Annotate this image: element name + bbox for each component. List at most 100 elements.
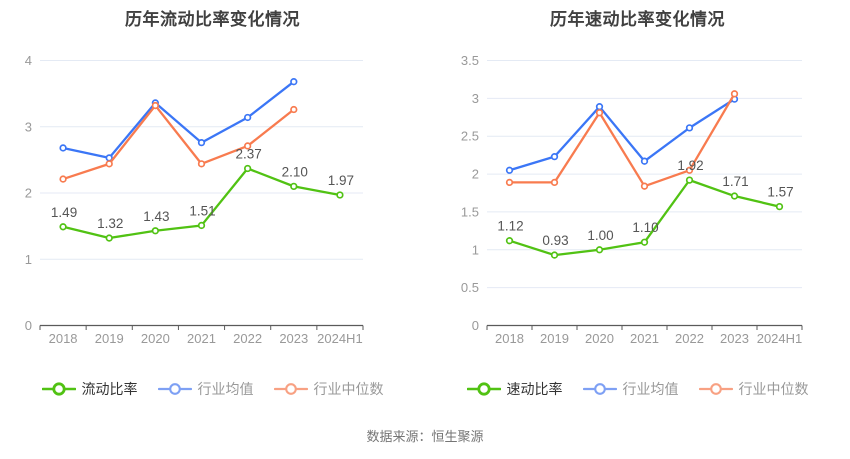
data-label: 1.71 — [722, 174, 748, 189]
legend-line-icon — [466, 382, 501, 396]
data-point — [550, 251, 559, 259]
data-point — [105, 160, 113, 168]
x-axis-label: 2024H1 — [757, 331, 803, 346]
data-point — [550, 153, 559, 161]
x-axis-label: 2023 — [279, 331, 308, 346]
quick-ratio-plot: 0 0.5 1 1.5 2 2.5 3 3.5 2018 2019 2020 2021 2022 2023… — [461, 53, 803, 346]
data-source-note: 数据来源：恒生聚源 — [366, 429, 484, 444]
data-point — [243, 164, 252, 173]
data-point — [595, 103, 604, 111]
data-point — [290, 105, 298, 114]
x-axis-label: 2019 — [540, 331, 569, 346]
data-point — [505, 178, 514, 187]
data-point — [640, 157, 649, 165]
data-point — [595, 246, 604, 254]
x-axis-label: 2024H1 — [317, 331, 363, 346]
x-axis-label: 2022 — [675, 331, 704, 346]
data-label: 1.10 — [632, 220, 658, 235]
y-axis-label: 0.5 — [461, 280, 479, 295]
data-point — [336, 191, 344, 199]
data-label: 1.32 — [97, 216, 123, 231]
data-label: 1.12 — [497, 219, 523, 234]
current-ratio-chart: 历年流动比率变化情况 0 1 2 3 4 2018 2019 2020 2021 2022 2023… — [0, 0, 425, 412]
y-axis-label: 0 — [25, 318, 32, 333]
y-axis-label: 1 — [472, 242, 479, 257]
x-axis-label: 2023 — [720, 331, 749, 346]
data-point — [59, 223, 67, 231]
series-line-1 — [508, 97, 736, 172]
data-point — [640, 238, 649, 246]
x-axis-label: 2018 — [49, 331, 78, 346]
data-point — [730, 192, 739, 200]
charts-row: 历年流动比率变化情况 0 1 2 3 4 2018 2019 2020 2021 2022 2023… — [0, 0, 850, 412]
data-point — [640, 182, 649, 190]
y-axis-label: 2 — [25, 186, 32, 201]
current-ratio-plot: 0 1 2 3 4 2018 2019 2020 2021 2022 2023 2024H1 1.49 1… — [25, 53, 364, 346]
data-point — [59, 144, 67, 152]
chart-title: 历年速动比率变化情况 — [550, 10, 725, 29]
quick-ratio-chart: 历年速动比率变化情况 0 0.5 1 1.5 2 2.5 3 3.5 2018 2019 2020 2… — [425, 0, 850, 412]
x-axis-label: 2021 — [630, 331, 659, 346]
y-axis-label: 2.5 — [461, 129, 479, 144]
data-point — [685, 124, 694, 132]
legend-label: 行业均值 — [197, 381, 254, 397]
legend-item-0[interactable]: 速动比率 — [466, 381, 563, 397]
data-label: 2.37 — [236, 146, 262, 161]
y-axis-label: 3 — [25, 119, 32, 134]
data-label: 2.10 — [282, 164, 308, 179]
legend-label: 流动比率 — [81, 381, 138, 397]
data-label: 1.97 — [328, 173, 354, 188]
legend-label: 行业均值 — [622, 381, 679, 397]
data-point — [197, 138, 206, 147]
series-line-1 — [61, 80, 295, 160]
data-point — [197, 221, 206, 230]
series-line-2 — [508, 92, 736, 188]
y-axis-label: 0 — [472, 318, 479, 333]
x-axis-label: 2021 — [187, 331, 216, 346]
data-point — [197, 160, 206, 168]
data-label: 0.93 — [542, 233, 568, 248]
x-axis-label: 2018 — [495, 331, 524, 346]
chart-title: 历年流动比率变化情况 — [125, 10, 300, 29]
legend-label: 速动比率 — [506, 381, 563, 397]
legend: 速动比率 行业均值 行业中位数 — [425, 376, 850, 402]
legend-item-0[interactable]: 流动比率 — [41, 381, 138, 397]
y-axis-label: 1 — [25, 252, 32, 267]
y-axis-label: 1.5 — [461, 204, 479, 219]
data-point — [151, 101, 160, 110]
legend-item-1[interactable]: 行业均值 — [582, 381, 679, 397]
x-axis-label: 2020 — [141, 331, 170, 346]
legend-line-icon — [582, 383, 617, 395]
data-point — [290, 78, 298, 86]
legend-label: 行业中位数 — [313, 381, 384, 397]
data-point — [775, 202, 784, 211]
y-axis-label: 4 — [25, 53, 32, 68]
y-axis-label: 2 — [472, 167, 479, 182]
legend-item-2[interactable]: 行业中位数 — [698, 381, 809, 397]
legend-line-icon — [41, 382, 76, 396]
data-point — [105, 234, 113, 242]
data-point — [685, 176, 694, 184]
series-line-2 — [61, 104, 295, 181]
data-label: 1.43 — [143, 209, 169, 224]
y-axis-label: 3 — [472, 91, 479, 106]
x-axis-label: 2022 — [233, 331, 262, 346]
data-point — [685, 166, 694, 174]
legend-item-2[interactable]: 行业中位数 — [273, 381, 384, 397]
data-point — [505, 166, 514, 174]
data-point — [730, 90, 739, 98]
data-label: 1.51 — [189, 203, 215, 218]
legend: 流动比率 行业均值 行业中位数 — [0, 376, 425, 402]
data-label: 1.57 — [767, 185, 793, 200]
data-point — [290, 182, 298, 191]
legend-line-icon — [273, 383, 308, 395]
data-point — [550, 178, 559, 187]
legend-line-icon — [698, 383, 733, 395]
legend-item-1[interactable]: 行业均值 — [157, 381, 254, 397]
data-point — [595, 109, 604, 117]
x-axis-label: 2020 — [585, 331, 614, 346]
x-axis-label: 2019 — [95, 331, 124, 346]
data-point — [243, 113, 252, 122]
data-point — [151, 227, 160, 235]
